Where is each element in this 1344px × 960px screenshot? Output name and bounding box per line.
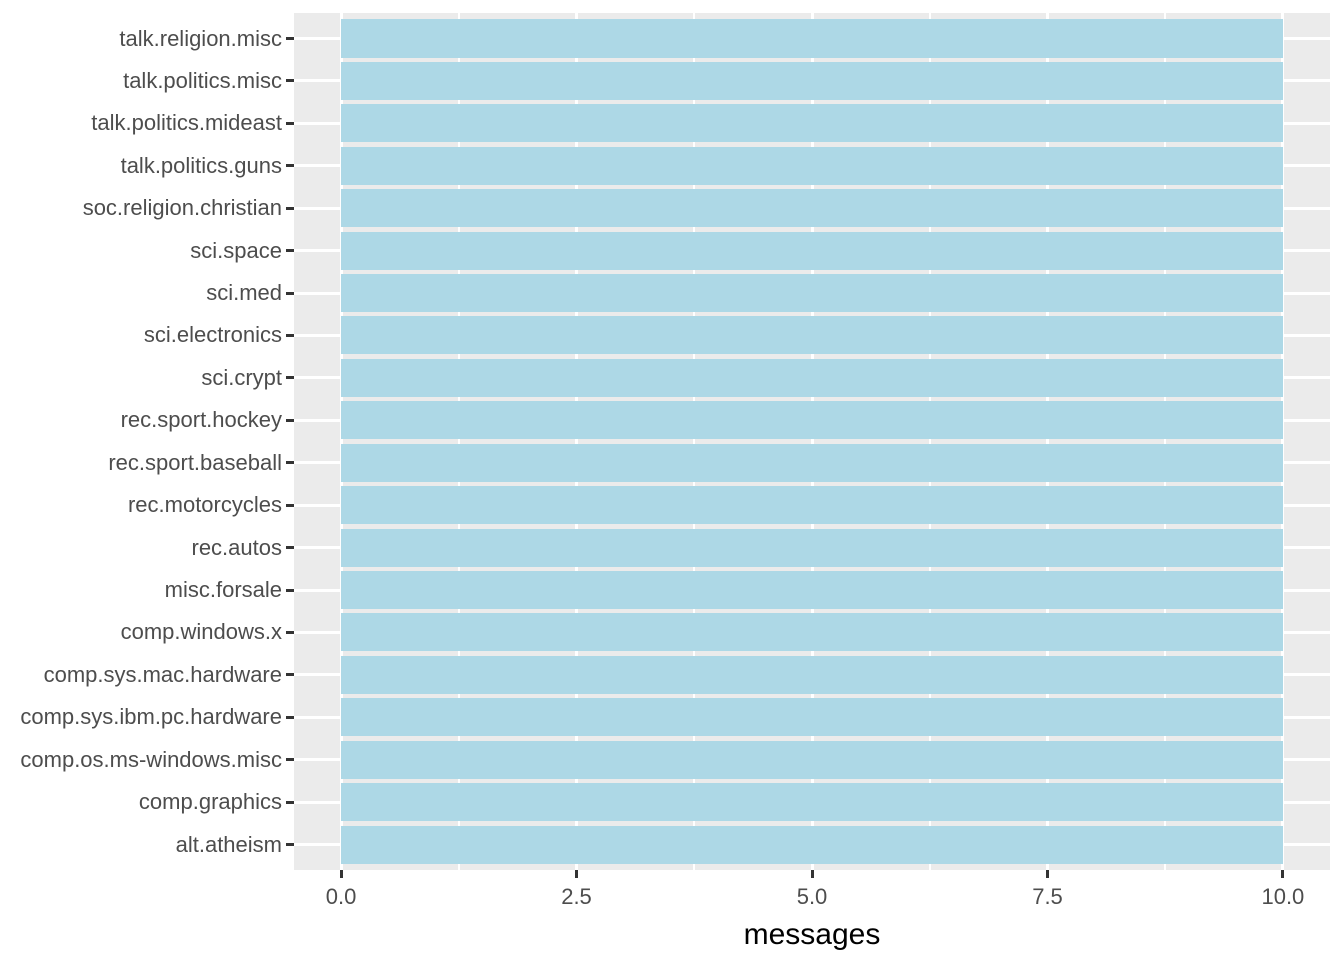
- y-tick-label: alt.atheism: [175, 831, 282, 857]
- y-tick-mark: [286, 376, 294, 380]
- y-tick-label: sci.electronics: [143, 322, 282, 348]
- x-axis-title: messages: [743, 918, 881, 951]
- y-tick-mark: [286, 249, 294, 253]
- y-tick-label: talk.politics.guns: [120, 152, 282, 178]
- x-tick-label: 0.0: [325, 884, 357, 909]
- x-tick-mark: [810, 870, 814, 878]
- bar-sci.space: [341, 231, 1283, 270]
- y-tick-label: talk.religion.misc: [119, 25, 282, 51]
- x-tick-mark: [1046, 870, 1049, 878]
- x-tick-mark: [575, 870, 578, 878]
- bar-alt.atheism: [341, 825, 1283, 864]
- bar-misc.forsale: [341, 570, 1283, 610]
- x-minor-gridline: [928, 13, 931, 870]
- y-tick-mark: [286, 715, 294, 719]
- y-tick-label: comp.sys.ibm.pc.hardware: [20, 704, 282, 730]
- bar-talk.religion.misc: [341, 19, 1283, 58]
- bar-comp.sys.ibm.pc.hardware: [341, 698, 1283, 737]
- x-tick-label: 2.5: [561, 884, 592, 909]
- y-tick-mark: [286, 333, 294, 337]
- y-tick-mark: [286, 673, 294, 677]
- y-tick-label: misc.forsale: [164, 577, 282, 602]
- bar-rec.sport.baseball: [341, 443, 1283, 482]
- bar-sci.crypt: [341, 358, 1283, 397]
- y-tick-label: talk.politics.misc: [123, 67, 282, 93]
- bar-comp.sys.mac.hardware: [341, 655, 1283, 694]
- x-major-gridline: [1281, 13, 1285, 870]
- bar-soc.religion.christian: [341, 189, 1283, 228]
- y-tick-label: soc.religion.christian: [82, 195, 282, 221]
- y-tick-mark: [286, 800, 294, 804]
- y-tick-label: talk.politics.mideast: [91, 110, 282, 136]
- x-major-gridline: [1046, 13, 1049, 870]
- x-major-gridline: [810, 13, 814, 870]
- bar-talk.politics.guns: [341, 146, 1283, 185]
- plot-panel: [294, 13, 1330, 870]
- x-tick-mark: [339, 870, 343, 878]
- x-minor-gridline: [1164, 13, 1167, 870]
- y-tick-label: comp.os.ms-windows.misc: [20, 746, 282, 772]
- bar-rec.autos: [341, 528, 1283, 567]
- x-major-gridline: [575, 13, 578, 870]
- bar-comp.os.ms-windows.misc: [341, 740, 1283, 779]
- y-tick-mark: [286, 630, 294, 634]
- bar-rec.sport.hockey: [341, 401, 1283, 440]
- y-tick-mark: [286, 418, 294, 422]
- bar-sci.electronics: [341, 316, 1283, 355]
- y-tick-label: rec.motorcycles: [127, 492, 282, 518]
- bar-rec.motorcycles: [341, 486, 1283, 525]
- y-tick-label: rec.autos: [191, 534, 283, 560]
- x-tick-label: 5.0: [796, 884, 828, 909]
- y-tick-mark: [286, 37, 294, 40]
- y-tick-mark: [286, 843, 294, 846]
- y-tick-mark: [286, 461, 294, 465]
- y-tick-mark: [286, 121, 294, 125]
- y-tick-label: rec.sport.baseball: [108, 449, 282, 475]
- y-tick-label: comp.sys.mac.hardware: [43, 661, 282, 687]
- x-minor-gridline: [457, 13, 460, 870]
- x-tick-label: 10.0: [1261, 884, 1305, 909]
- bar-comp.graphics: [341, 783, 1283, 822]
- y-tick-mark: [286, 164, 294, 168]
- bar-talk.politics.misc: [341, 61, 1283, 100]
- x-tick-mark: [1281, 870, 1285, 878]
- y-tick-mark: [286, 291, 294, 295]
- y-tick-label: sci.med: [206, 280, 282, 305]
- y-tick-label: comp.graphics: [138, 789, 282, 815]
- y-tick-label: rec.sport.hockey: [120, 407, 282, 433]
- bar-sci.med: [341, 273, 1283, 313]
- bar-comp.windows.x: [341, 613, 1283, 652]
- y-tick-label: sci.crypt: [201, 364, 282, 390]
- y-tick-label: comp.windows.x: [120, 619, 282, 645]
- y-tick-mark: [286, 206, 294, 210]
- y-tick-mark: [286, 79, 294, 83]
- y-tick-mark: [286, 546, 294, 550]
- y-tick-label: sci.space: [190, 237, 282, 263]
- x-major-gridline: [339, 13, 343, 870]
- y-tick-mark: [286, 758, 294, 762]
- x-tick-label: 7.5: [1032, 884, 1063, 909]
- bar-talk.politics.mideast: [341, 104, 1283, 143]
- y-tick-mark: [286, 588, 294, 592]
- y-tick-mark: [286, 503, 294, 507]
- x-minor-gridline: [693, 13, 696, 870]
